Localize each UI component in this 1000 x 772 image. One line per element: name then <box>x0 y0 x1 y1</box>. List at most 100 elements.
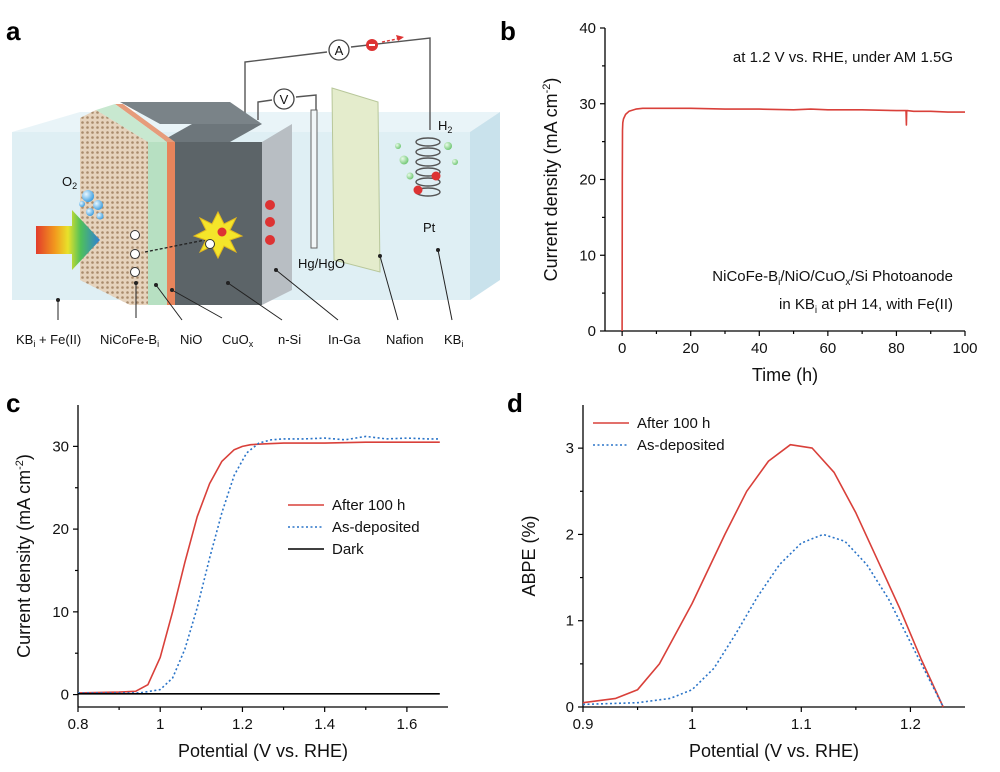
label-cuox: CuOx <box>222 332 254 349</box>
chart-b-annotation-sample: NiCoFe-Bi/NiO/CuOx/Si Photoanode <box>712 268 953 288</box>
chart-b-y-tick-label: 30 <box>579 96 596 113</box>
hole-icon <box>130 230 140 240</box>
chart-c-y-tick-label: 30 <box>52 438 69 455</box>
photon-burst-icon <box>192 210 244 260</box>
cuox-top <box>115 104 175 142</box>
chart-b-y-tick-label: 0 <box>588 323 596 340</box>
ammeter-icon <box>328 39 350 61</box>
h2-bubble-icon <box>395 143 401 149</box>
chart-d-x-tick-label: 1.1 <box>791 716 812 733</box>
stability-chart: 0 20 40 60 80 100 0 10 20 30 40 Time (h) Current den… <box>541 20 978 385</box>
label-nicofe-bi: NiCoFe-Bi <box>100 332 159 349</box>
chart-c-y-tick-label: 10 <box>52 604 69 621</box>
chart-d-series-line <box>582 533 944 708</box>
chart-b-annotation-conditions: at 1.2 V vs. RHE, under AM 1.5G <box>733 49 953 66</box>
chart-c-x-tick-label: 1.2 <box>232 716 253 733</box>
electron-icon <box>413 185 423 195</box>
reference-label: Hg/HgO <box>298 256 345 271</box>
chart-b-x-tick-label: 60 <box>820 340 837 357</box>
hole-icon <box>130 267 140 277</box>
label-n-si: n-Si <box>278 332 301 347</box>
chart-d-x-tick-label: 0.9 <box>573 716 594 733</box>
h2-bubble-icon <box>406 172 414 180</box>
chart-c-x-tick-label: 1.4 <box>314 716 335 733</box>
chart-c-x-tick-label: 0.8 <box>68 716 89 733</box>
o2-label: O2 <box>62 174 77 191</box>
chart-b-y-axis-title: Current density (mA cm-2) <box>541 78 561 282</box>
wire-ammeter-left <box>244 51 328 125</box>
chart-c-legend-label: As-deposited <box>332 519 420 536</box>
h2-bubble-icon <box>452 159 458 165</box>
hole-icon <box>130 249 140 259</box>
hole-transfer-arrow <box>144 239 206 253</box>
chart-b-x-tick-label: 100 <box>952 340 977 357</box>
h2-bubble-icon <box>399 155 409 165</box>
pt-label: Pt <box>423 220 436 235</box>
electron-icon <box>217 227 227 237</box>
ammeter-label: A <box>335 43 344 58</box>
chart-d-x-tick-label: 1 <box>688 716 696 733</box>
chart-d-y-tick-label: 2 <box>566 526 574 543</box>
jv-chart: 0.8 1 1.2 1.4 1.6 0 10 20 30 Potential (V vs. RHE… <box>14 405 448 761</box>
electron-icon <box>265 235 275 245</box>
chart-d-y-tick-label: 1 <box>566 613 574 630</box>
chart-b-x-tick-label: 40 <box>751 340 768 357</box>
o2-bubble-icon <box>79 201 85 207</box>
chart-c-legend-label: Dark <box>332 541 364 558</box>
chart-d-legend-label: As-deposited <box>637 437 725 454</box>
abpe-chart: 0.9 1 1.1 1.2 0 1 2 3 Potential (V vs. RHE) ABPE … <box>519 405 965 761</box>
n-si-top-face <box>120 102 262 124</box>
hole-icon <box>205 239 215 249</box>
leader-lines <box>57 249 453 321</box>
electron-icon <box>265 200 275 210</box>
chart-b-series-line <box>621 107 965 332</box>
wire-voltmeter-left <box>257 99 273 120</box>
chart-b-y-tick-label: 20 <box>579 172 596 189</box>
electron-icon <box>431 171 441 181</box>
chart-b-y-tick-label: 10 <box>579 247 596 264</box>
arrow-head <box>396 35 404 41</box>
o2-bubble-icon <box>96 212 104 220</box>
cuox-layer <box>167 142 175 305</box>
h2-bubble-icon <box>444 142 452 150</box>
panel-letter-c: c <box>6 388 20 418</box>
chart-b-x-tick-label: 80 <box>888 340 905 357</box>
chart-b-y-tick-label: 40 <box>579 20 596 37</box>
leader-dots <box>56 248 440 302</box>
label-nio: NiO <box>180 332 202 347</box>
chart-c-series-line <box>77 441 440 694</box>
h2-label: H2 <box>438 118 452 135</box>
o2-bubble-icon <box>93 200 103 210</box>
label-nafion: Nafion <box>386 332 424 347</box>
wire-voltmeter-right <box>295 94 317 110</box>
chart-d-x-tick-label: 1.2 <box>900 716 921 733</box>
electron-icon <box>265 217 275 227</box>
schematic-panel: a A V <box>6 16 500 349</box>
label-kbi-fe: KBi + Fe(II) <box>16 332 81 349</box>
chart-d-legend-label: After 100 h <box>637 415 710 432</box>
nio-layer <box>148 142 167 305</box>
chart-c-x-axis-title: Potential (V vs. RHE) <box>178 741 348 761</box>
in-ga-layer <box>262 124 292 305</box>
electrolyte-side <box>470 112 500 300</box>
electron-minus <box>369 44 375 46</box>
chart-d-x-axis-title: Potential (V vs. RHE) <box>689 741 859 761</box>
chart-b-x-tick-label: 0 <box>618 340 626 357</box>
chart-d-y-tick-label: 3 <box>566 440 574 457</box>
chart-c-x-tick-label: 1.6 <box>396 716 417 733</box>
panel-letter-d: d <box>507 388 523 418</box>
nafion-membrane <box>331 87 381 273</box>
pt-coil-icon <box>415 137 441 197</box>
chart-b-annotation-electrolyte: in KBi at pH 14, with Fe(II) <box>779 296 953 316</box>
chart-c-series-line <box>78 435 440 694</box>
chart-c-y-tick-label: 20 <box>52 521 69 538</box>
voltmeter-icon <box>273 88 295 110</box>
chart-c-x-tick-label: 1 <box>156 716 164 733</box>
chart-d-y-tick-label: 0 <box>566 699 574 716</box>
label-kbi: KBi <box>444 332 463 349</box>
chart-c-y-axis-title: Current density (mA cm-2) <box>14 454 34 658</box>
chart-d-y-axis-title: ABPE (%) <box>519 515 539 596</box>
chart-d-series-line <box>582 443 944 708</box>
light-arrow <box>36 210 100 270</box>
